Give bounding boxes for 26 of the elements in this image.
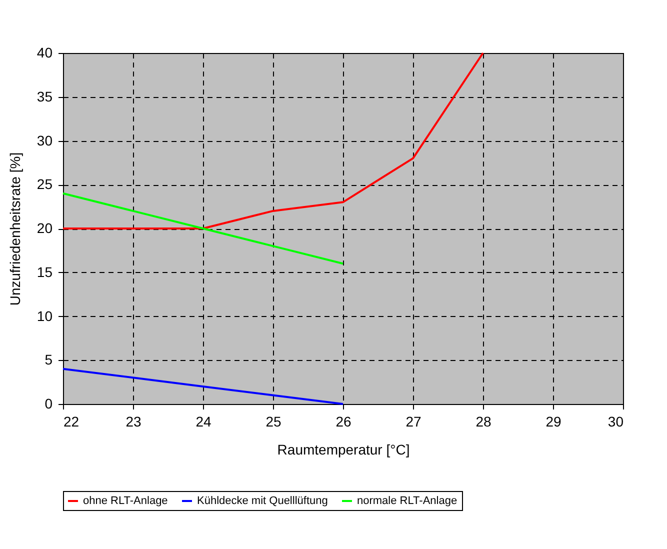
y-tick-label: 15 bbox=[36, 264, 53, 280]
x-tick-label: 30 bbox=[608, 414, 624, 430]
y-axis-title: Unzufriedenheitsrate [%] bbox=[6, 152, 23, 306]
legend-label: ohne RLT-Anlage bbox=[83, 495, 168, 507]
line-series bbox=[62, 52, 484, 230]
legend-label: Kühldecke mit Quelllüftung bbox=[197, 495, 328, 507]
y-tick-label: 40 bbox=[36, 44, 53, 60]
x-tick-label: 22 bbox=[64, 414, 80, 430]
x-axis-title: Raumtemperatur [°C] bbox=[277, 442, 410, 458]
y-tick-label: 10 bbox=[36, 308, 53, 324]
x-tick-label: 27 bbox=[406, 414, 422, 430]
y-tick-label: 30 bbox=[36, 132, 53, 148]
x-tick-label: 25 bbox=[266, 414, 282, 430]
y-tick-label: 25 bbox=[36, 176, 53, 192]
y-tick-label: 20 bbox=[36, 220, 53, 236]
line-series bbox=[62, 192, 344, 265]
x-tick-label: 28 bbox=[476, 414, 492, 430]
legend-label: normale RLT-Anlage bbox=[357, 495, 458, 507]
x-tick-label: 23 bbox=[126, 414, 142, 430]
y-tick-label: 35 bbox=[36, 88, 53, 104]
x-tick-label: 26 bbox=[336, 414, 352, 430]
y-tick-label: 5 bbox=[44, 352, 53, 368]
x-tick-label: 24 bbox=[196, 414, 212, 430]
x-tick-label: 29 bbox=[546, 414, 562, 430]
y-tick-label: 0 bbox=[44, 396, 53, 412]
line-series bbox=[62, 368, 344, 405]
